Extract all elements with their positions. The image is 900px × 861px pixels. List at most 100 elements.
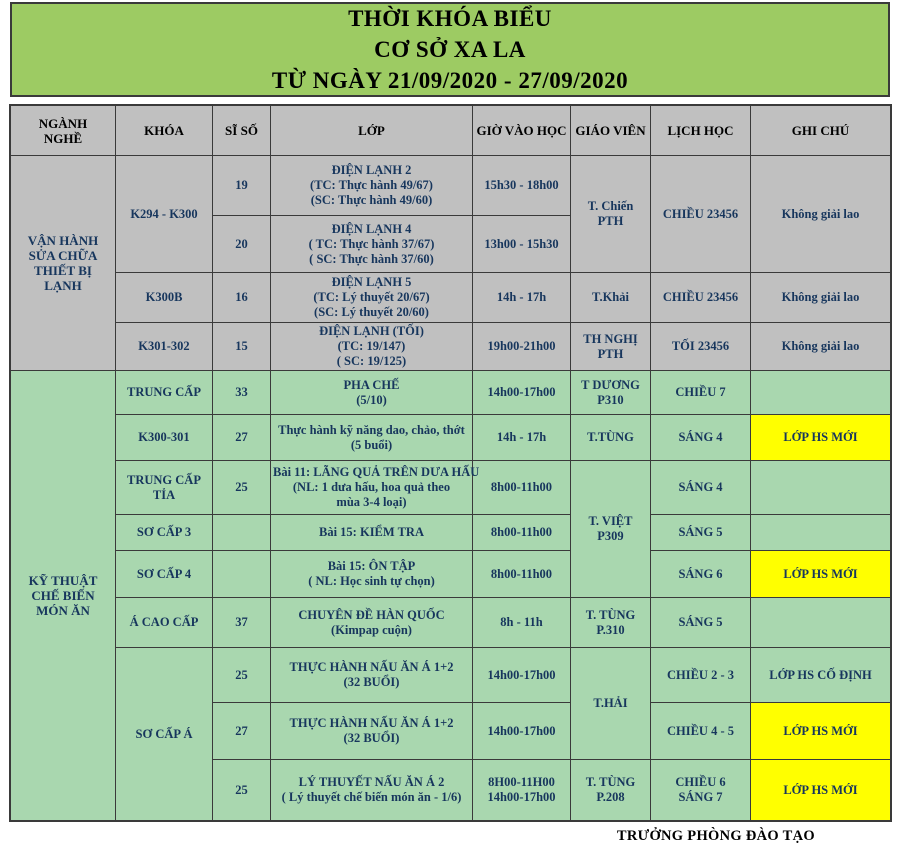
cell-lop: ĐIỆN LẠNH 2 (TC: Thực hành 49/67) (SC: T…: [270, 155, 473, 216]
cell-lichhoc: CHIỀU 7: [650, 370, 751, 415]
cell-ghichu: [750, 460, 891, 515]
cell-ghichu: [750, 597, 891, 648]
cell-gio: 14h - 17h: [472, 272, 571, 323]
cell-giaovien: TH NGHỊ PTH: [570, 322, 651, 371]
page-title: THỜI KHÓA BIỂU: [348, 6, 552, 31]
cell-lichhoc: CHIỀU 4 - 5: [650, 702, 751, 760]
timetable: NGÀNH NGHỀ KHÓA SĨ SỐ LỚP GIỜ VÀO HỌC GI…: [9, 104, 892, 822]
cell-lop: Bài 15: KIỂM TRA: [270, 514, 473, 551]
cell-siso: [212, 514, 271, 551]
cell-siso: 27: [212, 702, 271, 760]
cell-lichhoc: CHIỀU 2 - 3: [650, 647, 751, 703]
cell-giaovien: T DƯƠNG P310: [570, 370, 651, 415]
col-header-ghi-chu: GHI CHÚ: [750, 105, 891, 156]
col-header-giao-vien: GIÁO VIÊN: [570, 105, 651, 156]
cell-siso: 25: [212, 759, 271, 821]
col-header-gio-vao-hoc: GIỜ VÀO HỌC: [472, 105, 571, 156]
cell-giaovien: T. TÙNG P.310: [570, 597, 651, 648]
cell-lop: THỰC HÀNH NẤU ĂN Á 1+2 (32 BUỔI): [270, 702, 473, 760]
date-range: TỪ NGÀY 21/09/2020 - 27/09/2020: [271, 68, 629, 93]
cell-khoa: SƠ CẤP Á: [115, 647, 213, 821]
cell-gio: 13h00 - 15h30: [472, 215, 571, 273]
cell-lichhoc: CHIỀU 23456: [650, 272, 751, 323]
cell-lichhoc: SÁNG 4: [650, 460, 751, 515]
cell-siso: [212, 550, 271, 598]
cell-siso: 27: [212, 414, 271, 461]
col-header-lop: LỚP: [270, 105, 473, 156]
table-row: 27 THỰC HÀNH NẤU ĂN Á 1+2 (32 BUỔI) 14h0…: [11, 702, 891, 760]
cell-gio: 8H00-11H00 14h00-17h00: [472, 759, 571, 821]
table-row: SƠ CẤP 3 Bài 15: KIỂM TRA 8h00-11h00 SÁN…: [11, 514, 891, 551]
cell-giaovien: T.TÙNG: [570, 414, 651, 461]
cell-lop: Thực hành kỹ năng dao, chảo, thớt (5 buổ…: [270, 414, 473, 461]
cell-khoa: K301-302: [115, 322, 213, 371]
table-row: VẬN HÀNH SỬA CHỮA THIẾT BỊ LẠNH K294 - K…: [10, 155, 891, 371]
cell-giaovien: T. Chiến PTH: [570, 155, 651, 273]
col-header-nganh-nghe: NGÀNH NGHỀ: [10, 105, 116, 156]
header-row: NGÀNH NGHỀ KHÓA SĨ SỐ LỚP GIỜ VÀO HỌC GI…: [10, 105, 891, 156]
cell-lichhoc: CHIỀU 23456: [650, 155, 751, 273]
cell-ghichu: [750, 370, 891, 415]
table-row: 25 LÝ THUYẾT NẤU ĂN Á 2 ( Lý thuyết chế …: [11, 759, 891, 821]
table-row: K301-302 15 ĐIỆN LẠNH (TỐI) (TC: 19/147)…: [11, 322, 891, 371]
cell-ghichu-highlight: LỚP HS MỚI: [750, 759, 891, 821]
cell-khoa: SƠ CẤP 3: [115, 514, 213, 551]
cell-gio: 15h30 - 18h00: [472, 155, 571, 216]
cell-khoa: TRUNG CẤP TỈA: [115, 460, 213, 515]
cell-khoa: TRUNG CẤP: [115, 370, 213, 415]
cell-ghichu-highlight: LỚP HS MỚI: [750, 550, 891, 598]
cell-lop: ĐIỆN LẠNH 5 (TC: Lý thuyết 20/67) (SC: L…: [270, 272, 473, 323]
cell-giaovien: T.HẢI: [570, 647, 651, 760]
table-row: Á CAO CẤP 37 CHUYÊN ĐỀ HÀN QUỐC (Kimpap …: [11, 597, 891, 648]
cell-siso: 25: [212, 460, 271, 515]
table-row: SƠ CẤP Á 25 THỰC HÀNH NẤU ĂN Á 1+2 (32 B…: [11, 647, 891, 821]
cell-siso: 16: [212, 272, 271, 323]
cell-lop: ĐIỆN LẠNH (TỐI) (TC: 19/147) ( SC: 19/12…: [270, 322, 473, 371]
cell-ghichu: Không giải lao: [750, 322, 891, 371]
cell-siso: 33: [212, 370, 271, 415]
table-row: TRUNG CẤP TỈA 25 Bài 11: LÃNG QUẢ TRÊN D…: [11, 460, 891, 598]
cell-khoa: K300-301: [115, 414, 213, 461]
campus-subtitle: CƠ SỞ XA LA: [374, 37, 526, 62]
cell-gio: 19h00-21h00: [472, 322, 571, 371]
section-label-ky-thuat: KỸ THUẬT CHẾ BIẾN MÓN ĂN: [10, 370, 116, 821]
cell-gio: 14h - 17h: [472, 414, 571, 461]
cell-gio: 8h - 11h: [472, 597, 571, 648]
signature-title: TRƯỞNG PHÒNG ĐÀO TẠO: [616, 828, 815, 844]
cell-siso: 37: [212, 597, 271, 648]
cell-lop: THỰC HÀNH NẤU ĂN Á 1+2 (32 BUỔI): [270, 647, 473, 703]
table-row: K300B 16 ĐIỆN LẠNH 5 (TC: Lý thuyết 20/6…: [11, 272, 891, 323]
cell-lop: LÝ THUYẾT NẤU ĂN Á 2 ( Lý thuyết chế biế…: [270, 759, 473, 821]
cell-giaovien: T. VIỆT P309: [570, 460, 651, 598]
cell-khoa: SƠ CẤP 4: [115, 550, 213, 598]
cell-lop: CHUYÊN ĐỀ HÀN QUỐC (Kimpap cuộn): [270, 597, 473, 648]
cell-ghichu-highlight: LỚP HS MỚI: [750, 702, 891, 760]
cell-lop: ĐIỆN LẠNH 4 ( TC: Thực hành 37/67) ( SC:…: [270, 215, 473, 273]
cell-lichhoc: TỐI 23456: [650, 322, 751, 371]
table-row: SƠ CẤP 4 Bài 15: ÔN TẬP ( NL: Học sinh t…: [11, 550, 891, 598]
cell-ghichu: LỚP HS CỐ ĐỊNH: [750, 647, 891, 703]
cell-gio: 8h00-11h00: [472, 550, 571, 598]
cell-khoa: Á CAO CẤP: [115, 597, 213, 648]
cell-siso: 19: [212, 155, 271, 216]
cell-siso: 25: [212, 647, 271, 703]
timetable-sheet: THỜI KHÓA BIỂU CƠ SỞ XA LA TỪ NGÀY 21/09…: [9, 0, 892, 845]
cell-ghichu-highlight: LỚP HS MỚI: [750, 414, 891, 461]
col-header-si-so: SĨ SỐ: [212, 105, 271, 156]
col-header-lich-hoc: LỊCH HỌC: [650, 105, 751, 156]
cell-khoa: K300B: [115, 272, 213, 323]
cell-gio: 8h00-11h00: [472, 514, 571, 551]
cell-lop: Bài 11: LÃNG QUẢ TRÊN DƯA HẤU (NL: 1 dưa…: [270, 460, 479, 515]
cell-gio: 14h00-17h00: [472, 370, 571, 415]
cell-ghichu: Không giải lao: [750, 155, 891, 273]
cell-giaovien: T.Khải: [570, 272, 651, 323]
cell-gio: 14h00-17h00: [472, 647, 571, 703]
cell-giaovien: T. TÙNG P.208: [570, 759, 651, 821]
cell-lichhoc: SÁNG 5: [650, 597, 751, 648]
cell-siso: 20: [212, 215, 271, 273]
cell-ghichu: [750, 514, 891, 551]
cell-gio: 14h00-17h00: [472, 702, 571, 760]
cell-lichhoc: SÁNG 5: [650, 514, 751, 551]
cell-lichhoc: SÁNG 4: [650, 414, 751, 461]
cell-lop: Bài 15: ÔN TẬP ( NL: Học sinh tự chọn): [270, 550, 473, 598]
